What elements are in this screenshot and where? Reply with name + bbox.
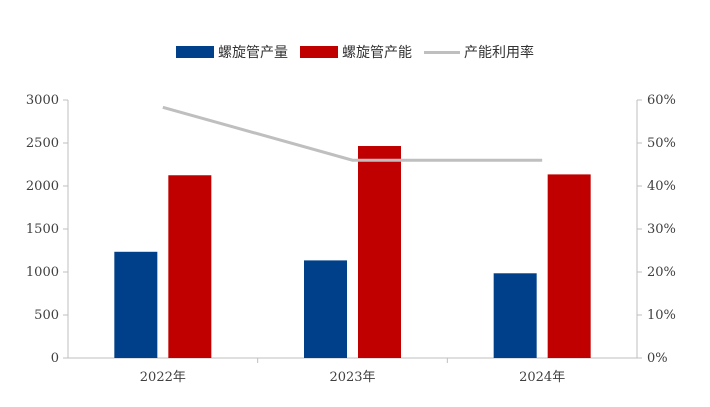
- y-left-tick-label: 1000: [26, 265, 59, 280]
- y-left-tick-label: 2500: [26, 136, 59, 151]
- bar-output: [114, 251, 158, 358]
- y-left-tick-label: 1500: [26, 222, 59, 237]
- legend-label-output: 螺旋管产量: [218, 45, 288, 61]
- y-left-tick-label: 500: [34, 308, 59, 323]
- y-left-tick-label: 2000: [26, 179, 59, 194]
- y-right-tick-label: 30%: [647, 222, 676, 237]
- bar-capacity: [358, 146, 401, 358]
- y-right-tick-label: 10%: [647, 308, 676, 323]
- legend-label-utilization: 产能利用率: [464, 45, 534, 61]
- legend-swatch-output: [176, 46, 214, 58]
- y-right-tick-label: 50%: [647, 136, 676, 151]
- y-left-tick-label: 0: [51, 351, 59, 366]
- legend-swatch-utilization: [424, 50, 460, 54]
- y-left-tick-label: 3000: [26, 93, 59, 108]
- legend-label-capacity: 螺旋管产能: [342, 45, 412, 61]
- x-tick-label: 2024年: [519, 370, 565, 385]
- legend: 螺旋管产量 螺旋管产能 产能利用率: [0, 42, 710, 62]
- y-right-tick-label: 40%: [647, 179, 676, 194]
- line-utilization: [162, 105, 543, 162]
- bar-capacity: [547, 174, 591, 358]
- bar-capacity: [168, 175, 212, 358]
- x-tick-label: 2022年: [140, 370, 186, 385]
- y-right-tick-label: 0%: [647, 351, 668, 366]
- y-right-tick-label: 20%: [647, 265, 676, 280]
- y-right-tick-label: 60%: [647, 93, 676, 108]
- x-tick-label: 2023年: [329, 370, 375, 385]
- legend-item-output: 螺旋管产量: [176, 42, 288, 62]
- bar-output: [304, 260, 347, 358]
- legend-item-utilization: 产能利用率: [424, 42, 534, 62]
- bar-output: [493, 273, 537, 358]
- legend-swatch-capacity: [300, 46, 338, 58]
- legend-item-capacity: 螺旋管产能: [300, 42, 412, 62]
